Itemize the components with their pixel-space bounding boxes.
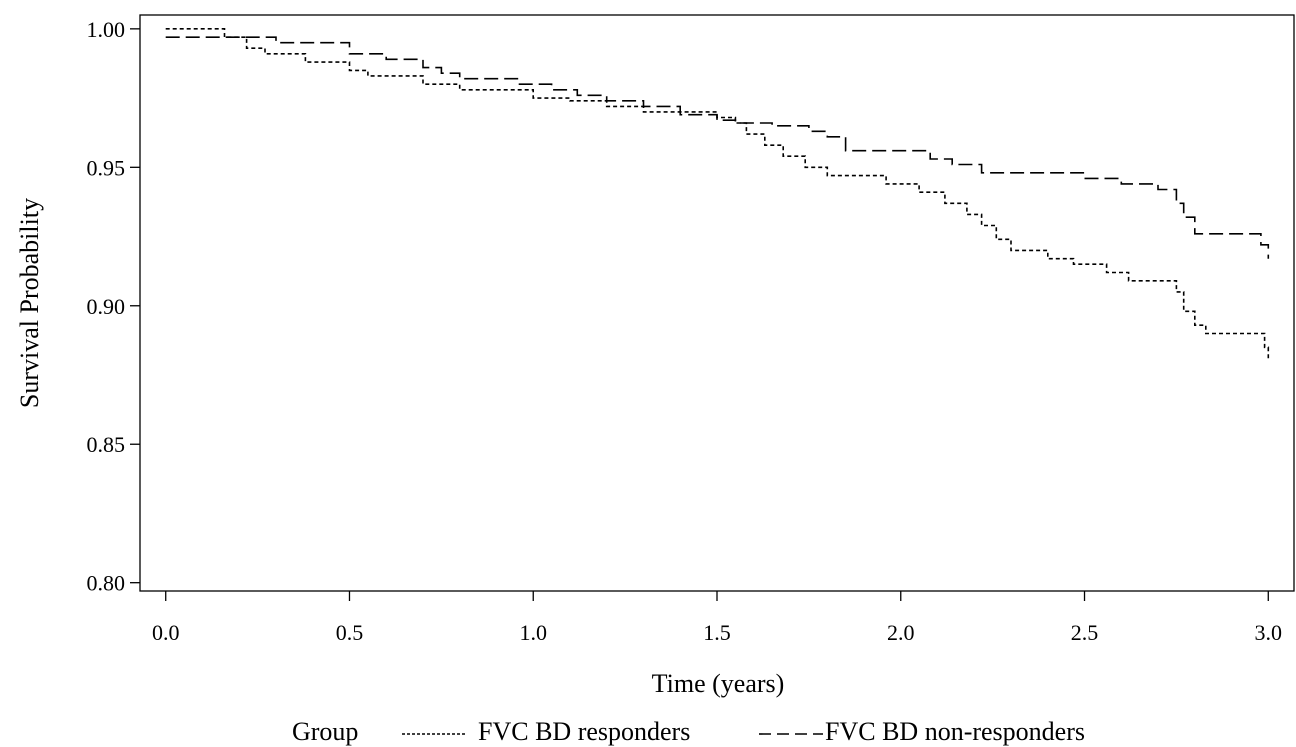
legend-label-responders: FVC BD responders	[478, 717, 690, 746]
series-line-nonresponders	[165, 36, 1270, 259]
x-tick-label: 0.5	[336, 620, 364, 645]
legend-title: Group	[292, 717, 358, 746]
y-tick-label: 0.95	[87, 155, 126, 180]
y-tick-label: 0.80	[87, 571, 126, 596]
y-tick-label: 1.00	[87, 17, 126, 42]
y-tick-label: 0.85	[87, 432, 126, 457]
x-tick-label: 2.0	[887, 620, 915, 645]
y-axis-title: Survival Probability	[15, 198, 44, 408]
x-tick-label: 0.0	[152, 620, 180, 645]
y-tick-label: 0.90	[87, 294, 126, 319]
x-tick-label: 1.0	[519, 620, 547, 645]
x-tick-label: 3.0	[1255, 620, 1283, 645]
x-tick-label: 2.5	[1071, 620, 1099, 645]
plot-frame	[139, 14, 1295, 592]
x-tick-label: 1.5	[703, 620, 731, 645]
x-axis: 0.0 0.5 1.0 1.5 2.0 2.5 3.0	[152, 591, 1282, 645]
legend: Group FVC BD responders FVC BD non-respo…	[292, 717, 1085, 746]
y-axis: 0.80 0.85 0.90 0.95 1.00	[87, 17, 140, 596]
series-line-responders	[165, 28, 1270, 359]
legend-label-nonresponders: FVC BD non-responders	[825, 717, 1085, 746]
series-lines	[165, 28, 1270, 359]
x-axis-title: Time (years)	[652, 669, 785, 698]
